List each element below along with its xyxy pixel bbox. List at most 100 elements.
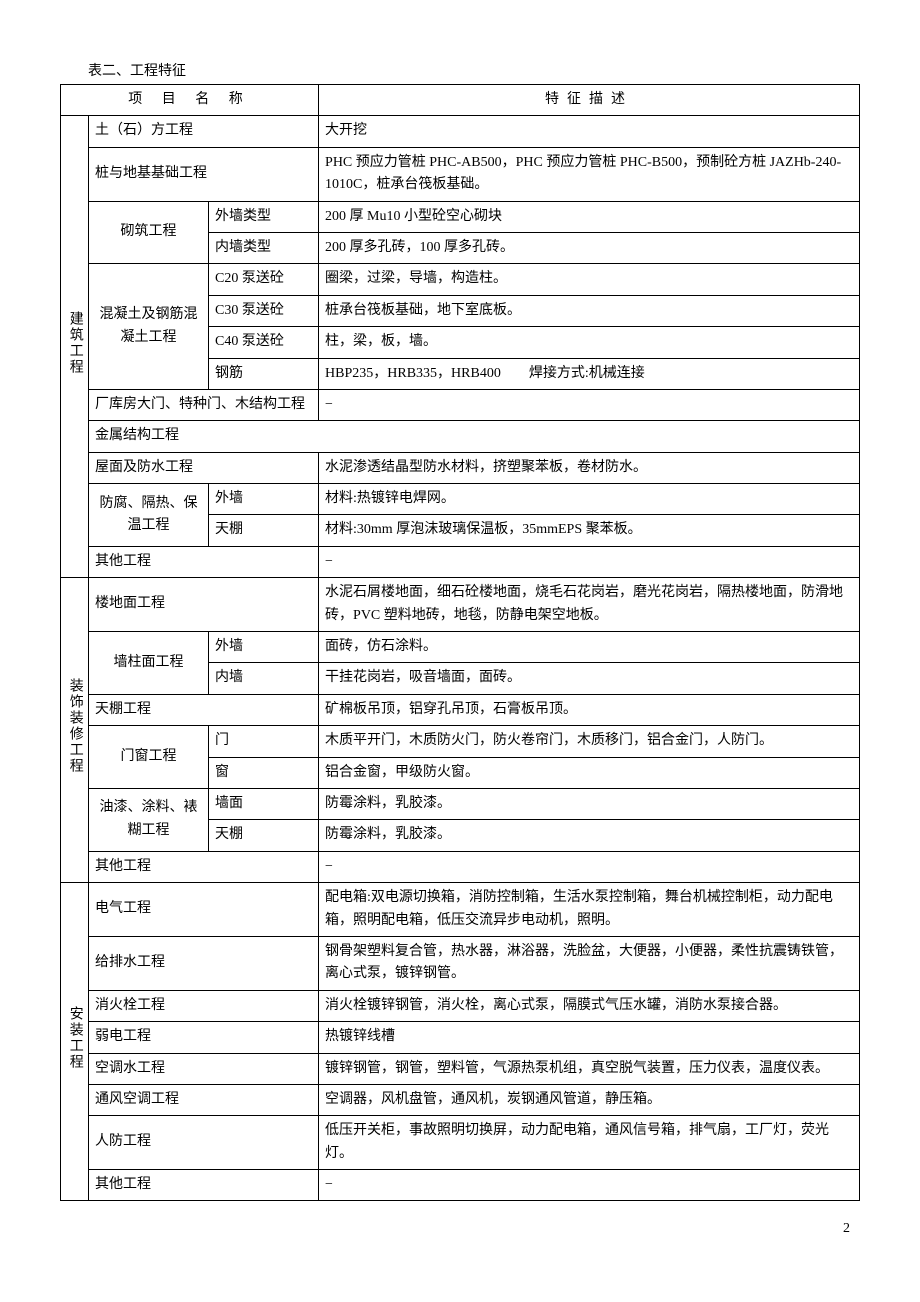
table-row: 人防工程低压开关柜，事故照明切换屏，动力配电箱，通风信号箱，排气扇，工厂灯，荧光… [61,1116,860,1170]
sub1-cell: 混凝土及钢筋混凝土工程 [89,264,209,390]
table-row: 弱电工程热镀锌线槽 [61,1022,860,1053]
desc-cell: 钢骨架塑料复合管，热水器，淋浴器，洗脸盆，大便器，小便器，柔性抗震铸铁管，离心式… [319,936,860,990]
group-cell: 建筑工程 [61,116,89,578]
sub2-cell: 内墙 [209,663,319,694]
sub2-cell: C20 泵送砼 [209,264,319,295]
table-row: 桩与地基基础工程PHC 预应力管桩 PHC-AB500，PHC 预应力管桩 PH… [61,147,860,201]
table-row: 安装工程电气工程配电箱:双电源切换箱，消防控制箱，生活水泵控制箱，舞台机械控制柜… [61,883,860,937]
sub-cell: 人防工程 [89,1116,319,1170]
sub-cell: 空调水工程 [89,1053,319,1084]
sub2-cell: 钢筋 [209,358,319,389]
sub1-cell: 油漆、涂料、裱糊工程 [89,788,209,851]
desc-cell: 材料:热镀锌电焊网。 [319,484,860,515]
table-header-row: 项 目 名 称 特征描述 [61,85,860,116]
desc-cell: 铝合金窗，甲级防火窗。 [319,757,860,788]
sub2-cell: 窗 [209,757,319,788]
desc-cell: 水泥石屑楼地面，细石砼楼地面，烧毛石花岗岩，磨光花岗岩，隔热楼地面，防滑地砖，P… [319,578,860,632]
sub-cell: 电气工程 [89,883,319,937]
sub-cell: 其他工程 [89,851,319,882]
table-row: 其他工程− [61,1170,860,1201]
desc-cell: 桩承台筏板基础，地下室底板。 [319,295,860,326]
desc-cell: − [319,1170,860,1201]
desc-cell: 200 厚 Mu10 小型砼空心砌块 [319,201,860,232]
sub-cell: 天棚工程 [89,694,319,725]
table-row: 给排水工程钢骨架塑料复合管，热水器，淋浴器，洗脸盆，大便器，小便器，柔性抗震铸铁… [61,936,860,990]
sub2-cell: C30 泵送砼 [209,295,319,326]
sub2-cell: 外墙 [209,484,319,515]
sub-cell: 给排水工程 [89,936,319,990]
table-row: 其他工程− [61,851,860,882]
sub1-cell: 门窗工程 [89,726,209,789]
header-feature-desc: 特征描述 [319,85,860,116]
sub-cell: 厂库房大门、特种门、木结构工程 [89,389,319,420]
sub-cell: 通风空调工程 [89,1084,319,1115]
table-row: 建筑工程土（石）方工程大开挖 [61,116,860,147]
desc-cell: 干挂花岗岩，吸音墙面，面砖。 [319,663,860,694]
desc-cell: − [319,851,860,882]
desc-cell: 配电箱:双电源切换箱，消防控制箱，生活水泵控制箱，舞台机械控制柜，动力配电箱，照… [319,883,860,937]
table-row: 厂库房大门、特种门、木结构工程− [61,389,860,420]
sub2-cell: 外墙类型 [209,201,319,232]
desc-cell: − [319,389,860,420]
sub-cell: 其他工程 [89,546,319,577]
sub2-cell: C40 泵送砼 [209,327,319,358]
table-caption: 表二、工程特征 [60,60,860,80]
header-project-name: 项 目 名 称 [61,85,319,116]
sub-cell: 消火栓工程 [89,990,319,1021]
desc-cell: 水泥渗透结晶型防水材料，挤塑聚苯板，卷材防水。 [319,452,860,483]
desc-cell: 200 厚多孔砖，100 厚多孔砖。 [319,232,860,263]
desc-cell: 防霉涂料，乳胶漆。 [319,788,860,819]
table-body: 建筑工程土（石）方工程大开挖桩与地基基础工程PHC 预应力管桩 PHC-AB50… [61,116,860,1201]
sub-cell: 金属结构工程 [89,421,860,452]
desc-cell: 矿棉板吊顶，铝穿孔吊顶，石膏板吊顶。 [319,694,860,725]
desc-cell: 木质平开门，木质防火门，防火卷帘门，木质移门，铝合金门，人防门。 [319,726,860,757]
sub2-cell: 外墙 [209,632,319,663]
sub2-cell: 内墙类型 [209,232,319,263]
sub2-cell: 门 [209,726,319,757]
table-row: 装饰装修工程楼地面工程水泥石屑楼地面，细石砼楼地面，烧毛石花岗岩，磨光花岗岩，隔… [61,578,860,632]
desc-cell: 大开挖 [319,116,860,147]
desc-cell: 低压开关柜，事故照明切换屏，动力配电箱，通风信号箱，排气扇，工厂灯，荧光灯。 [319,1116,860,1170]
table-row: 混凝土及钢筋混凝土工程C20 泵送砼圈梁，过梁，导墙，构造柱。 [61,264,860,295]
desc-cell: − [319,546,860,577]
sub2-cell: 天棚 [209,515,319,546]
sub-cell: 桩与地基基础工程 [89,147,319,201]
table-row: 空调水工程镀锌钢管，钢管，塑料管，气源热泵机组，真空脱气装置，压力仪表，温度仪表… [61,1053,860,1084]
features-table: 项 目 名 称 特征描述 建筑工程土（石）方工程大开挖桩与地基基础工程PHC 预… [60,84,860,1201]
desc-cell: 空调器，风机盘管，通风机，炭钢通风管道，静压箱。 [319,1084,860,1115]
desc-cell: 柱，梁，板，墙。 [319,327,860,358]
table-row: 消火栓工程消火栓镀锌钢管，消火栓，离心式泵，隔膜式气压水罐，消防水泵接合器。 [61,990,860,1021]
sub-cell: 屋面及防水工程 [89,452,319,483]
sub1-cell: 防腐、隔热、保温工程 [89,484,209,547]
table-row: 通风空调工程空调器，风机盘管，通风机，炭钢通风管道，静压箱。 [61,1084,860,1115]
table-row: 门窗工程门木质平开门，木质防火门，防火卷帘门，木质移门，铝合金门，人防门。 [61,726,860,757]
sub2-cell: 墙面 [209,788,319,819]
table-row: 天棚工程矿棉板吊顶，铝穿孔吊顶，石膏板吊顶。 [61,694,860,725]
sub-cell: 土（石）方工程 [89,116,319,147]
desc-cell: 镀锌钢管，钢管，塑料管，气源热泵机组，真空脱气装置，压力仪表，温度仪表。 [319,1053,860,1084]
table-row: 屋面及防水工程水泥渗透结晶型防水材料，挤塑聚苯板，卷材防水。 [61,452,860,483]
table-row: 其他工程− [61,546,860,577]
sub-cell: 楼地面工程 [89,578,319,632]
desc-cell: 圈梁，过梁，导墙，构造柱。 [319,264,860,295]
table-row: 油漆、涂料、裱糊工程墙面防霉涂料，乳胶漆。 [61,788,860,819]
desc-cell: 热镀锌线槽 [319,1022,860,1053]
sub2-cell: 天棚 [209,820,319,851]
table-row: 金属结构工程 [61,421,860,452]
table-row: 砌筑工程外墙类型200 厚 Mu10 小型砼空心砌块 [61,201,860,232]
sub1-cell: 墙柱面工程 [89,632,209,695]
desc-cell: 消火栓镀锌钢管，消火栓，离心式泵，隔膜式气压水罐，消防水泵接合器。 [319,990,860,1021]
group-cell: 装饰装修工程 [61,578,89,883]
table-row: 防腐、隔热、保温工程外墙材料:热镀锌电焊网。 [61,484,860,515]
desc-cell: 防霉涂料，乳胶漆。 [319,820,860,851]
desc-cell: 面砖，仿石涂料。 [319,632,860,663]
desc-cell: 材料:30mm 厚泡沫玻璃保温板，35mmEPS 聚苯板。 [319,515,860,546]
desc-cell: HBP235，HRB335，HRB400 焊接方式:机械连接 [319,358,860,389]
sub-cell: 弱电工程 [89,1022,319,1053]
sub-cell: 其他工程 [89,1170,319,1201]
desc-cell: PHC 预应力管桩 PHC-AB500，PHC 预应力管桩 PHC-B500，预… [319,147,860,201]
group-cell: 安装工程 [61,883,89,1201]
sub1-cell: 砌筑工程 [89,201,209,264]
page-number: 2 [60,1221,860,1237]
table-row: 墙柱面工程外墙面砖，仿石涂料。 [61,632,860,663]
